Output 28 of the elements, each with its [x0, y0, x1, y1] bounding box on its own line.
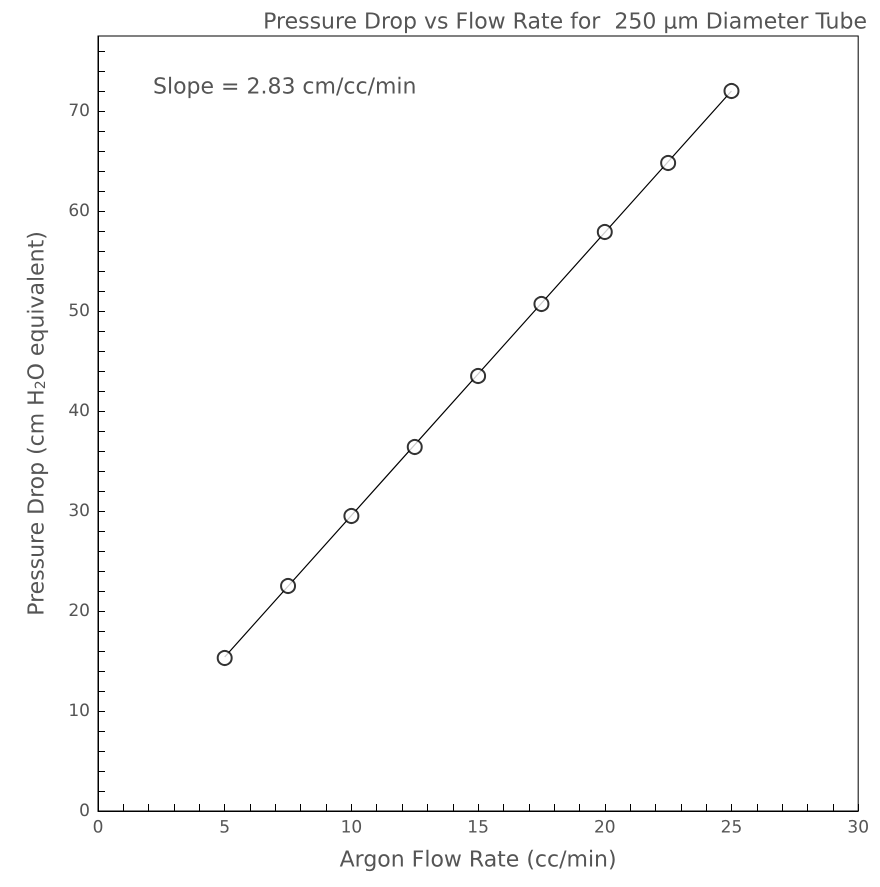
point	[660, 155, 676, 171]
x-tick-label: 25	[720, 818, 742, 838]
y-tick-label: 50	[68, 301, 90, 321]
point	[216, 650, 233, 666]
y-tick-label: 10	[68, 701, 90, 721]
point	[724, 83, 740, 99]
x-tick-label: 15	[467, 818, 489, 838]
y-axis-title: Pressure Drop (cm H2O equivalent)	[24, 231, 50, 616]
x-axis-title: Argon Flow Rate (cc/min)	[340, 848, 617, 872]
point	[406, 439, 423, 455]
x-tick-label: 10	[340, 818, 362, 838]
x-tick-label: 20	[594, 818, 616, 838]
y-tick-label: 60	[68, 201, 90, 221]
point	[533, 296, 550, 312]
y-tick-label: 70	[68, 101, 90, 121]
point	[343, 508, 360, 524]
chart-title: Pressure Drop vs Flow Rate for 250 μm Diameter Tube	[263, 10, 867, 34]
y-tick-label: 20	[68, 601, 90, 621]
annotation: Slope = 2.83 cm/cc/min	[153, 74, 416, 100]
y-tick-label: 30	[68, 501, 90, 521]
point	[596, 224, 613, 240]
x-tick-label: 5	[219, 818, 230, 838]
x-tick-label: 30	[847, 818, 870, 838]
point	[470, 368, 486, 384]
point	[280, 578, 296, 594]
x-tick-label: 0	[92, 818, 104, 838]
y-tick-label: 40	[68, 401, 90, 421]
y-tick-label: 0	[79, 801, 90, 821]
